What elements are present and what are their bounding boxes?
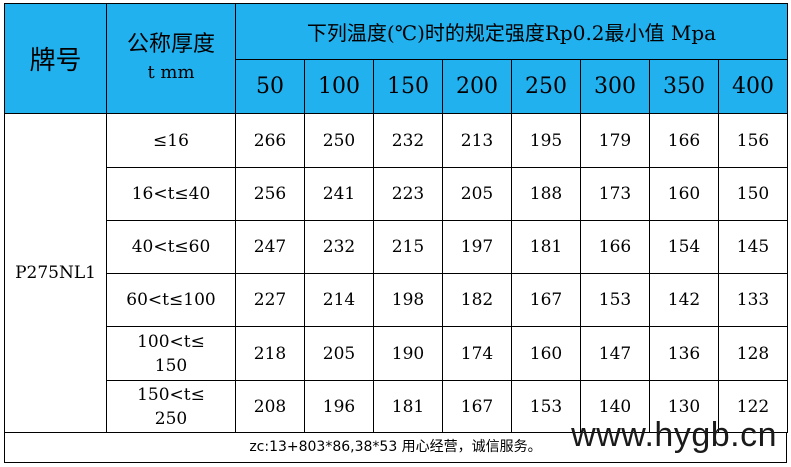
header-temp-1: 100 bbox=[304, 59, 374, 114]
strength-value-cell: 195 bbox=[511, 113, 581, 168]
header-thickness-unit: t mm bbox=[147, 61, 195, 83]
strength-value-cell: 142 bbox=[649, 273, 719, 327]
header-temp-4: 250 bbox=[511, 59, 581, 114]
strength-value-cell: 205 bbox=[304, 326, 374, 381]
strength-value-cell: 205 bbox=[442, 167, 512, 221]
thickness-range-line1: ≤16 bbox=[153, 130, 189, 151]
strength-value-cell: 153 bbox=[580, 273, 650, 327]
header-thickness-label: 公称厚度 bbox=[126, 31, 215, 57]
header-grade: 牌号 bbox=[4, 3, 107, 114]
strength-value-cell: 198 bbox=[373, 273, 443, 327]
table-row: 40<t≤60 247 232 215 197 181 166 154 145 bbox=[5, 220, 788, 274]
strength-value-cell: 247 bbox=[235, 220, 305, 274]
table-row: 60<t≤100 227 214 198 182 167 153 142 133 bbox=[5, 273, 788, 327]
table-row: P275NL1 ≤16 266 250 232 213 195 179 166 156 bbox=[4, 113, 788, 433]
spec-table-container: 牌号 公称厚度 t mm 下列温度(℃)时的规定强度Rp0.2最小值 Mpa 5… bbox=[4, 3, 788, 433]
strength-value-cell: 250 bbox=[304, 113, 374, 168]
header-temp-3: 200 bbox=[442, 59, 512, 114]
header-temp-5: 300 bbox=[580, 59, 650, 114]
thickness-range-cell: 60<t≤100 bbox=[106, 273, 236, 327]
strength-value-cell: 167 bbox=[511, 273, 581, 327]
header-temp-2: 150 bbox=[373, 59, 443, 114]
strength-value-cell: 266 bbox=[235, 113, 305, 168]
thickness-range-line1: 40<t≤60 bbox=[131, 237, 211, 257]
table-row: 16<t≤40 256 241 223 205 188 173 160 150 bbox=[5, 167, 788, 221]
strength-value-cell: 227 bbox=[235, 273, 305, 327]
strength-value-cell: 154 bbox=[649, 220, 719, 274]
table-row: 150<t≤ 250 208 196 181 167 153 140 130 122 bbox=[5, 380, 788, 433]
thickness-range-cell: 16<t≤40 bbox=[106, 167, 236, 221]
strength-value-cell: 122 bbox=[718, 380, 788, 433]
strength-value-cell: 182 bbox=[442, 273, 512, 327]
thickness-range-line1: 100<t≤ bbox=[137, 331, 205, 352]
header-temp-6: 350 bbox=[649, 59, 719, 114]
header-temp-7: 400 bbox=[718, 59, 788, 114]
strength-value-cell: 223 bbox=[373, 167, 443, 221]
strength-value-cell: 128 bbox=[718, 326, 788, 381]
strength-value-cell: 215 bbox=[373, 220, 443, 274]
thickness-range-cell: 40<t≤60 bbox=[106, 220, 236, 274]
strength-value-cell: 196 bbox=[304, 380, 374, 433]
strength-value-cell: 232 bbox=[373, 113, 443, 168]
table-row: 100<t≤ 150 218 205 190 174 160 147 136 128 bbox=[5, 326, 788, 381]
strength-value-cell: 136 bbox=[649, 326, 719, 381]
strength-value-cell: 160 bbox=[649, 167, 719, 221]
strength-value-cell: 214 bbox=[304, 273, 374, 327]
strength-value-cell: 174 bbox=[442, 326, 512, 381]
strength-value-cell: 208 bbox=[235, 380, 305, 433]
header-thickness: 公称厚度 t mm bbox=[106, 3, 236, 114]
strength-value-cell: 188 bbox=[511, 167, 581, 221]
strength-value-cell: 218 bbox=[235, 326, 305, 381]
thickness-range-line1: 16<t≤40 bbox=[131, 184, 211, 204]
strength-value-cell: 140 bbox=[580, 380, 650, 433]
strength-value-cell: 166 bbox=[580, 220, 650, 274]
strength-value-cell: 181 bbox=[373, 380, 443, 433]
strength-value-cell: 147 bbox=[580, 326, 650, 381]
strength-value-cell: 173 bbox=[580, 167, 650, 221]
thickness-range-cell: 150<t≤ 250 bbox=[106, 380, 236, 433]
strength-value-cell: 197 bbox=[442, 220, 512, 274]
strength-spec-table: 牌号 公称厚度 t mm 下列温度(℃)时的规定强度Rp0.2最小值 Mpa 5… bbox=[4, 3, 788, 433]
footer-note: zc:13+803*86,38*53 用心经营，诚信服务。 bbox=[4, 432, 787, 463]
header-title: 下列温度(℃)时的规定强度Rp0.2最小值 Mpa bbox=[235, 3, 788, 60]
strength-value-cell: 153 bbox=[511, 380, 581, 433]
strength-value-cell: 232 bbox=[304, 220, 374, 274]
strength-value-cell: 256 bbox=[235, 167, 305, 221]
strength-value-cell: 130 bbox=[649, 380, 719, 433]
thickness-range-line2: 150 bbox=[154, 355, 188, 376]
strength-value-cell: 160 bbox=[511, 326, 581, 381]
strength-value-cell: 167 bbox=[442, 380, 512, 433]
strength-value-cell: 166 bbox=[649, 113, 719, 168]
strength-value-cell: 133 bbox=[718, 273, 788, 327]
strength-value-cell: 150 bbox=[718, 167, 788, 221]
strength-value-cell: 181 bbox=[511, 220, 581, 274]
header-temp-0: 50 bbox=[235, 59, 305, 114]
thickness-range-line1: 150<t≤ bbox=[137, 384, 205, 405]
thickness-range-line1: 60<t≤100 bbox=[126, 290, 216, 310]
thickness-range-cell: 100<t≤ 150 bbox=[106, 326, 236, 381]
strength-value-cell: 145 bbox=[718, 220, 788, 274]
grade-cell: P275NL1 bbox=[4, 113, 107, 433]
strength-value-cell: 156 bbox=[718, 113, 788, 168]
thickness-range-line2: 250 bbox=[154, 408, 188, 429]
site-watermark: www.hygb.cn bbox=[571, 416, 777, 454]
strength-value-cell: 179 bbox=[580, 113, 650, 168]
strength-value-cell: 213 bbox=[442, 113, 512, 168]
strength-value-cell: 241 bbox=[304, 167, 374, 221]
thickness-range-cell: ≤16 bbox=[106, 113, 236, 168]
strength-value-cell: 190 bbox=[373, 326, 443, 381]
